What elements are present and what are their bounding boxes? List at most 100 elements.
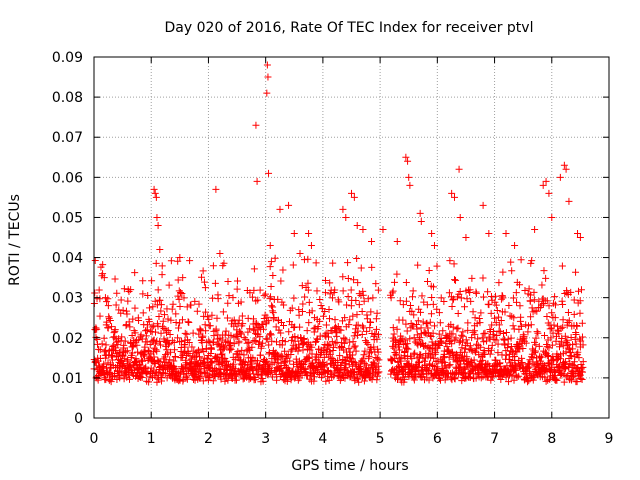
data-point bbox=[201, 321, 209, 329]
data-point bbox=[548, 341, 556, 349]
data-point bbox=[223, 314, 231, 322]
data-point bbox=[374, 286, 382, 294]
data-point bbox=[103, 318, 111, 326]
data-point bbox=[279, 353, 287, 361]
data-point bbox=[138, 335, 146, 343]
data-point bbox=[427, 310, 435, 318]
data-point bbox=[461, 348, 469, 356]
y-tick-label: 0.06 bbox=[52, 170, 83, 186]
data-point bbox=[530, 296, 538, 304]
data-point bbox=[124, 297, 132, 305]
data-point bbox=[326, 315, 334, 323]
data-point bbox=[273, 376, 281, 384]
data-point bbox=[335, 298, 343, 306]
data-point bbox=[499, 268, 507, 276]
data-point bbox=[176, 302, 184, 310]
data-point bbox=[507, 343, 515, 351]
data-point bbox=[219, 308, 227, 316]
data-point bbox=[100, 360, 108, 368]
data-point bbox=[140, 352, 148, 360]
data-point bbox=[429, 300, 437, 308]
data-point bbox=[578, 375, 586, 383]
data-point bbox=[277, 277, 285, 285]
data-point bbox=[533, 328, 541, 336]
data-point bbox=[432, 348, 440, 356]
data-point bbox=[291, 337, 299, 345]
data-point bbox=[462, 234, 470, 241]
data-point bbox=[178, 290, 186, 298]
data-point bbox=[265, 317, 273, 325]
data-point bbox=[478, 334, 486, 342]
y-tick-labels: 0 0.01 0.02 0.03 0.04 0.05 0.06 0.07 0.08 0.09 bbox=[52, 50, 83, 427]
data-point bbox=[260, 325, 268, 333]
data-point bbox=[341, 364, 349, 372]
data-point bbox=[442, 339, 450, 347]
data-point bbox=[396, 357, 404, 365]
x-tick-label: 4 bbox=[318, 431, 327, 447]
data-point bbox=[145, 304, 153, 312]
data-point bbox=[516, 302, 524, 310]
data-point bbox=[372, 280, 380, 288]
data-point bbox=[298, 282, 306, 290]
data-point bbox=[305, 298, 313, 306]
data-point bbox=[524, 378, 532, 386]
data-point bbox=[345, 321, 353, 329]
data-point bbox=[542, 274, 550, 282]
data-point bbox=[567, 376, 575, 384]
data-point bbox=[158, 262, 166, 270]
data-point bbox=[510, 314, 518, 322]
data-point bbox=[360, 324, 368, 332]
data-point bbox=[416, 350, 424, 358]
data-point bbox=[546, 325, 554, 333]
data-point bbox=[429, 283, 437, 291]
data-point bbox=[236, 329, 244, 337]
data-point bbox=[339, 287, 347, 295]
data-point bbox=[470, 356, 478, 364]
data-point bbox=[578, 333, 586, 341]
data-point bbox=[174, 292, 182, 300]
data-point bbox=[536, 352, 544, 360]
data-point bbox=[492, 356, 500, 364]
data-point bbox=[226, 339, 234, 347]
data-point bbox=[474, 335, 482, 343]
data-point bbox=[267, 293, 275, 301]
data-point bbox=[126, 323, 134, 331]
data-point bbox=[542, 377, 550, 385]
data-point bbox=[534, 329, 542, 337]
data-point bbox=[305, 354, 313, 362]
data-point bbox=[167, 257, 175, 265]
data-point bbox=[504, 335, 512, 343]
data-point bbox=[263, 357, 271, 365]
data-point bbox=[118, 333, 126, 341]
data-point bbox=[186, 257, 194, 265]
data-point bbox=[133, 341, 141, 349]
data-point bbox=[181, 329, 189, 337]
data-point bbox=[414, 317, 422, 325]
data-point bbox=[242, 335, 250, 343]
data-point bbox=[208, 359, 216, 367]
data-point bbox=[492, 301, 500, 309]
data-point bbox=[101, 346, 109, 354]
data-point bbox=[199, 267, 207, 275]
data-point bbox=[125, 375, 133, 383]
data-point bbox=[555, 330, 563, 338]
data-point bbox=[456, 213, 464, 221]
data-point bbox=[250, 286, 258, 294]
data-point bbox=[494, 340, 502, 348]
x-tick-label: 1 bbox=[147, 431, 156, 447]
data-point bbox=[543, 297, 551, 305]
data-point bbox=[495, 279, 503, 287]
data-point bbox=[369, 294, 377, 302]
data-point bbox=[269, 373, 277, 381]
data-point bbox=[350, 193, 358, 201]
data-point bbox=[435, 309, 443, 317]
data-point bbox=[431, 322, 439, 330]
data-point bbox=[533, 307, 541, 315]
data-point bbox=[240, 351, 248, 359]
data-point bbox=[436, 374, 444, 382]
data-point bbox=[257, 342, 265, 350]
x-tick-label: 5 bbox=[376, 431, 385, 447]
data-point bbox=[579, 363, 587, 371]
data-point bbox=[565, 317, 573, 325]
data-point bbox=[551, 293, 559, 301]
